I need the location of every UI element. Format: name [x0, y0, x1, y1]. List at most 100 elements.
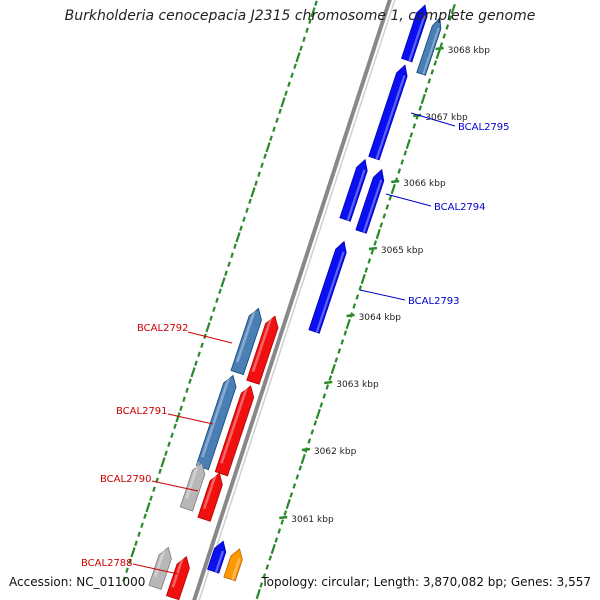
scale-tick	[337, 348, 342, 354]
gene-bcal2794-a	[339, 158, 368, 222]
gene-bcal2791-a-shine	[201, 374, 232, 458]
scale-tick	[280, 97, 286, 108]
scale-tick	[200, 342, 204, 348]
gene-bottom-blue-body	[206, 540, 227, 574]
scale-major-tick	[301, 447, 311, 452]
gene-top-b-body	[416, 16, 442, 76]
label-leader	[132, 563, 179, 575]
scale-tick	[160, 457, 166, 468]
scale-tick	[145, 502, 151, 513]
scale-tick	[373, 240, 378, 246]
scale-tick	[295, 52, 301, 63]
gene-bcal2791-b	[214, 384, 255, 477]
scale-tick	[134, 540, 138, 546]
scale-tick	[260, 162, 264, 168]
scale-tick	[220, 277, 226, 288]
scale-tick	[283, 510, 288, 516]
scale-tick	[278, 108, 282, 114]
scale-tick	[194, 360, 198, 366]
scale-tick	[310, 7, 316, 18]
scale-tick	[265, 142, 271, 153]
scale-tick	[254, 180, 258, 186]
scale-major-tick	[324, 380, 333, 385]
scale-tick	[403, 150, 408, 156]
scale-tick	[212, 306, 216, 312]
scale-tick	[164, 450, 168, 456]
scale-tick	[215, 297, 219, 303]
scale-tick	[397, 168, 402, 174]
scale-label: 3064 kbp	[359, 313, 402, 323]
scale-tick	[305, 27, 309, 33]
gene-label-reverse: BCAL2791	[116, 406, 168, 417]
scale-tick	[245, 207, 249, 213]
gene-bcal2788-b-shine	[171, 555, 185, 588]
scale-tick	[197, 351, 201, 357]
gene-bottom-blue	[206, 540, 227, 574]
scale-label: 3065 kbp	[381, 246, 424, 256]
gene-top-b-shine	[422, 27, 440, 75]
scale-tick	[182, 396, 186, 402]
scale-major-tick	[435, 46, 444, 51]
scale-tick	[179, 405, 183, 411]
gene-bcal2792-a-shine	[236, 307, 257, 363]
scale-major-tick	[346, 313, 355, 318]
scale-tick	[292, 483, 297, 489]
scale-tick	[405, 138, 411, 150]
scale-tick	[345, 318, 351, 330]
scale-tick	[285, 498, 291, 510]
gene-bcal2794-b-shine	[362, 179, 383, 233]
scale-tick	[300, 453, 306, 465]
gene-bcal2790-a-body	[179, 462, 206, 512]
scale-major-tick	[368, 246, 378, 251]
gene-bcal2792-b-shine	[251, 314, 274, 373]
gene-label-reverse: BCAL2790	[100, 474, 152, 485]
gene-bcal2788-a-shine	[153, 545, 167, 578]
gene-bcal2793-shine	[315, 251, 345, 333]
gene-bcal2788-b	[165, 555, 190, 600]
scale-tick	[188, 378, 192, 384]
gene-bcal2788-a	[148, 545, 172, 590]
scale-tick	[268, 555, 273, 561]
gene-bcal2794-b	[355, 168, 385, 234]
scale-tick	[125, 567, 129, 573]
gene-bcal2788-b-body	[165, 556, 190, 600]
scale-tick	[287, 81, 291, 87]
scale-tick	[233, 243, 237, 249]
axis-line	[192, 0, 392, 600]
scale-label: 3067 kbp	[425, 113, 468, 123]
gene-bcal2792-b	[246, 314, 279, 385]
scale-major-tick	[391, 179, 400, 184]
scale-tick	[370, 249, 375, 255]
scale-tick	[277, 528, 282, 534]
label-leader	[151, 480, 199, 492]
scale-tick	[269, 135, 273, 141]
scale-tick	[328, 375, 333, 381]
scale-tick	[143, 513, 147, 519]
scale-tick	[257, 171, 261, 177]
labels: BCAL2793 BCAL2794 BCAL2795 BCAL2788 BCAL2790…	[81, 112, 510, 575]
gene-bcal2790-a-shine	[185, 461, 200, 499]
gene-bcal2792-b-body	[246, 315, 279, 385]
scale-tick	[340, 339, 345, 345]
scale-tick	[310, 429, 315, 435]
scale-tick	[412, 123, 417, 129]
gene-top-a-body	[400, 4, 428, 63]
scale-ticks-left	[122, 0, 318, 582]
gene-bcal2790-b-shine	[202, 471, 218, 510]
scale-tick	[307, 438, 312, 444]
accession-label: Accession: NC_011000	[9, 575, 146, 589]
gene-bcal2794-a-shine	[346, 169, 366, 221]
scale-tick	[235, 232, 241, 243]
scale-tick	[173, 423, 177, 429]
scale-tick	[250, 187, 256, 198]
scale-tick	[360, 273, 366, 285]
scale-label: 3061 kbp	[291, 515, 334, 525]
scale-tick	[364, 267, 369, 273]
scale-tick	[388, 195, 393, 201]
gene-top-a	[400, 4, 428, 63]
scale-tick	[390, 183, 396, 195]
genome-info-label: Topology: circular; Length: 3,870,082 bp…	[261, 575, 591, 589]
scale-tick	[289, 492, 294, 498]
gene-top-b	[416, 16, 442, 76]
